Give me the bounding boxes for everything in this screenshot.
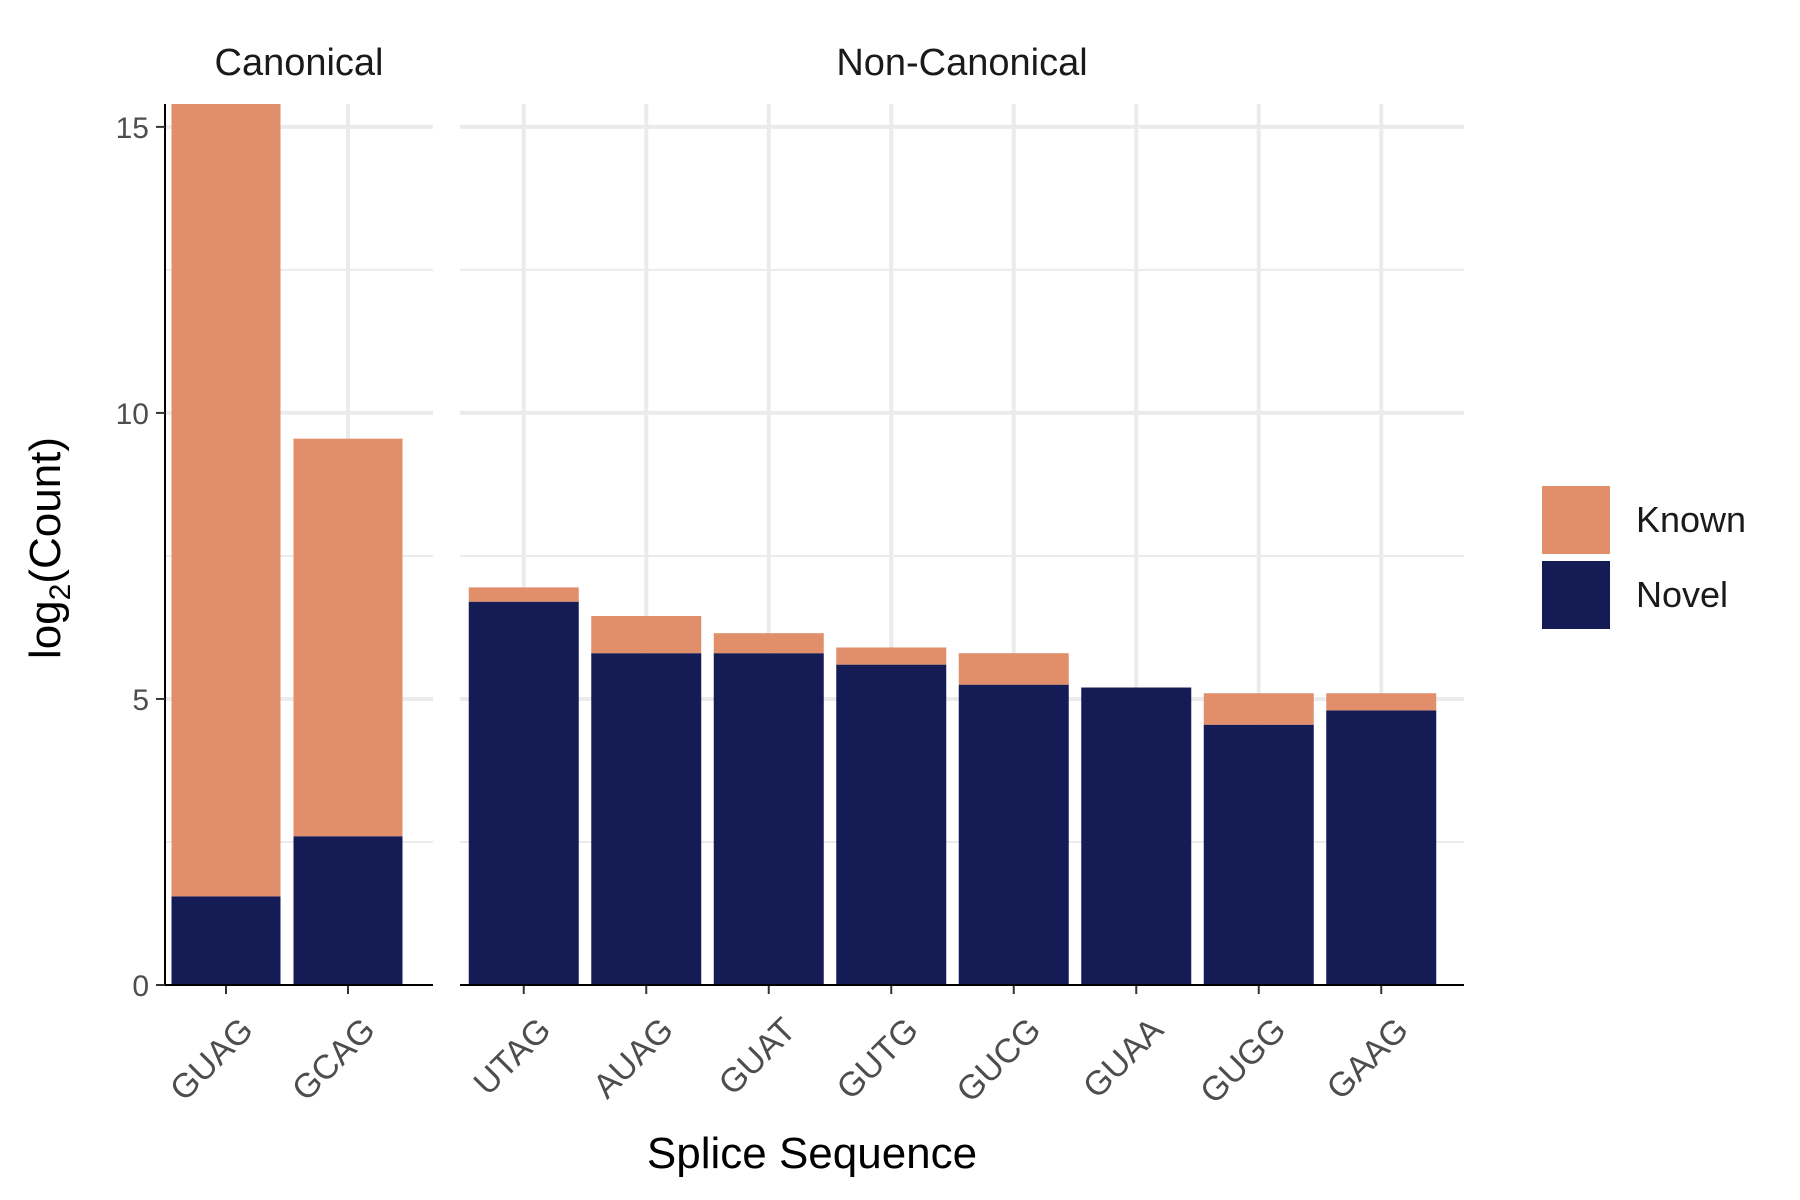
y-axis-title-rest: (Count) xyxy=(21,437,70,584)
bar-novel-utag xyxy=(468,601,579,985)
legend-label-known: Known xyxy=(1636,499,1746,540)
bar-novel-guag xyxy=(171,896,281,985)
x-tick-label-auag: AUAG xyxy=(586,1011,681,1106)
x-tick-label-gucg: GUCG xyxy=(949,1011,1048,1110)
x-tick-label-gaag: GAAG xyxy=(1320,1011,1416,1107)
y-axis-title: log2(Count) xyxy=(21,437,77,659)
x-tick-label-gugg: GUGG xyxy=(1193,1011,1293,1111)
bar-known-gucg xyxy=(958,653,1069,685)
x-tick-label-gcag: GCAG xyxy=(285,1011,383,1109)
x-tick-label-guag: GUAG xyxy=(163,1011,261,1109)
bar-known-utag xyxy=(468,587,579,602)
legend: Known Novel xyxy=(1542,486,1746,629)
y-tick-label: 15 xyxy=(116,112,149,145)
bar-novel-gutg xyxy=(836,664,947,985)
bar-known-gutg xyxy=(836,647,947,665)
x-tick-label-guaa: GUAA xyxy=(1076,1011,1171,1106)
y-tick-label: 5 xyxy=(132,684,149,717)
bar-novel-gugg xyxy=(1203,724,1314,985)
bar-novel-guat xyxy=(713,653,824,985)
bar-novel-gucg xyxy=(958,684,1069,985)
legend-key-novel xyxy=(1542,561,1610,629)
y-tick-label: 0 xyxy=(132,970,149,1003)
bars-layer xyxy=(171,104,1437,985)
y-axis-title-subscript: 2 xyxy=(44,584,77,601)
x-tick-label-guat: GUAT xyxy=(711,1011,803,1103)
bar-known-guag xyxy=(171,104,281,897)
facet-title-canonical: Canonical xyxy=(215,42,384,84)
legend-key-known xyxy=(1542,486,1610,554)
bar-known-gugg xyxy=(1203,693,1314,725)
y-axis-title-base: log xyxy=(21,600,70,659)
y-tick-label: 10 xyxy=(116,398,149,431)
bar-novel-gcag xyxy=(293,836,403,985)
bar-known-auag xyxy=(591,616,702,654)
bar-known-gcag xyxy=(293,438,403,837)
facet-title-non-canonical: Non-Canonical xyxy=(836,42,1087,84)
axis-layer xyxy=(156,104,1464,994)
bar-known-gaag xyxy=(1326,693,1437,711)
bar-novel-guaa xyxy=(1081,687,1192,985)
bar-known-guat xyxy=(713,633,824,654)
bar-novel-auag xyxy=(591,653,702,985)
legend-label-novel: Novel xyxy=(1636,574,1728,615)
x-tick-label-utag: UTAG xyxy=(466,1011,558,1103)
x-tick-label-gutg: GUTG xyxy=(830,1011,926,1107)
bar-novel-gaag xyxy=(1326,710,1437,985)
x-axis-title: Splice Sequence xyxy=(647,1129,977,1178)
